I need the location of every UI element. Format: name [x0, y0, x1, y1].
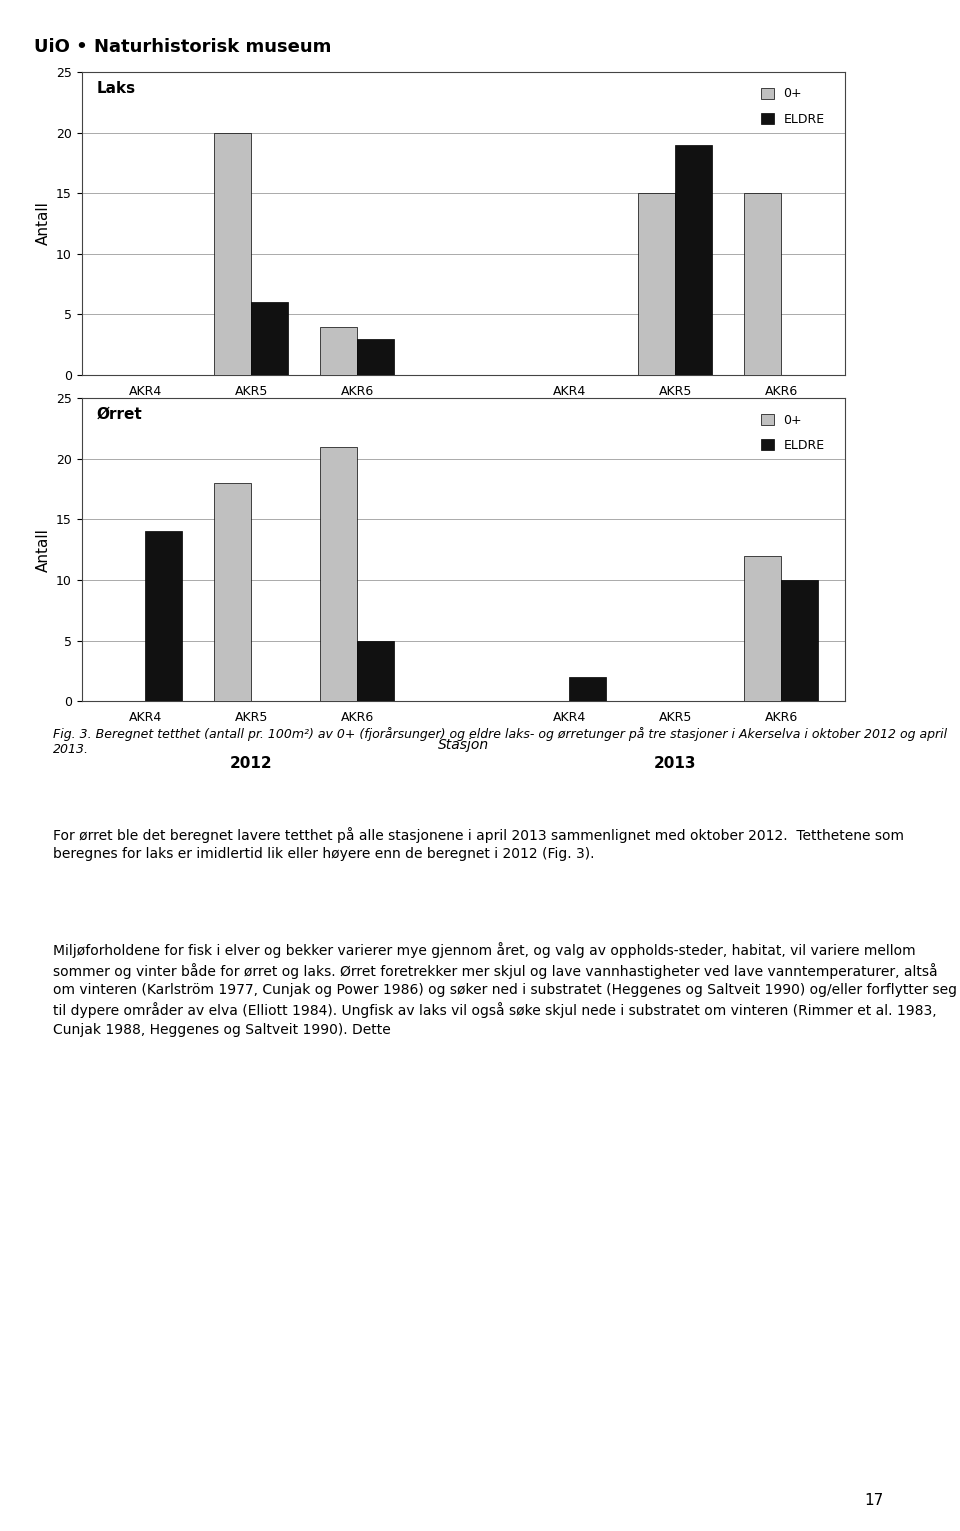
Bar [252, 302, 288, 375]
Bar [357, 338, 395, 375]
Text: 2013: 2013 [654, 756, 696, 770]
Text: 17: 17 [864, 1493, 883, 1508]
Bar [638, 193, 675, 375]
Bar [214, 133, 252, 375]
Bar [569, 677, 607, 701]
Text: For ørret ble det beregnet lavere tetthet på alle stasjonene i april 2013 sammen: For ørret ble det beregnet lavere tetthe… [53, 827, 903, 860]
Text: 2012: 2012 [229, 430, 273, 444]
Legend: 0+, ELDRE: 0+, ELDRE [755, 407, 831, 458]
Bar [320, 447, 357, 701]
Text: Laks: Laks [97, 81, 136, 96]
Text: Stasjon: Stasjon [438, 412, 489, 426]
Text: Stasjon: Stasjon [438, 738, 489, 752]
Bar [744, 556, 781, 701]
Text: Ørret: Ørret [97, 407, 143, 423]
Bar [214, 482, 252, 701]
Text: Miljøforholdene for fisk i elver og bekker varierer mye gjennom året, og valg av: Miljøforholdene for fisk i elver og bekk… [53, 942, 957, 1036]
Bar [320, 326, 357, 375]
Text: 2013: 2013 [654, 430, 696, 444]
Text: 2012: 2012 [229, 756, 273, 770]
Bar [357, 640, 395, 701]
Y-axis label: Antall: Antall [36, 202, 51, 245]
Legend: 0+, ELDRE: 0+, ELDRE [755, 81, 831, 132]
Bar [675, 145, 712, 375]
Text: Fig. 3. Beregnet tetthet (antall pr. 100m²) av 0+ (fjorårsunger) og eldre laks- : Fig. 3. Beregnet tetthet (antall pr. 100… [53, 727, 947, 756]
Y-axis label: Antall: Antall [36, 528, 51, 571]
Bar [781, 580, 818, 701]
Text: UiO • Naturhistorisk museum: UiO • Naturhistorisk museum [34, 38, 331, 57]
Bar [145, 531, 182, 701]
Bar [744, 193, 781, 375]
